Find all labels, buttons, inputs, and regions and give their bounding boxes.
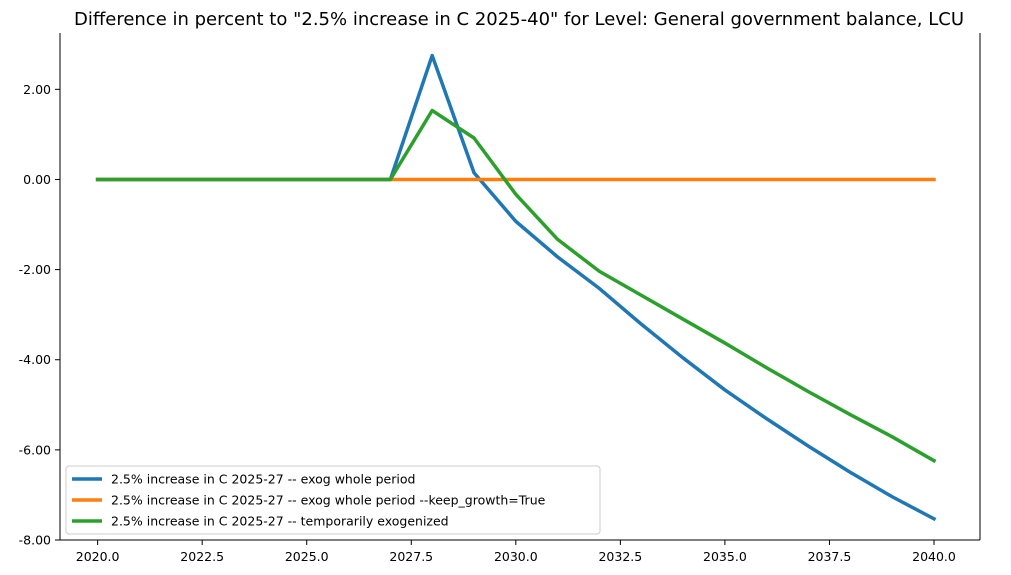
series-line-3 — [95, 108, 937, 464]
legend-item-3: 2.5% increase in C 2025-27 -- temporaril… — [72, 514, 449, 529]
y-tick-label: -8.00 — [19, 533, 51, 548]
x-tick-label: 2022.5 — [180, 549, 224, 564]
series-line-1 — [95, 53, 937, 522]
x-tick-label: 2027.5 — [389, 549, 433, 564]
x-tick-label: 2030.0 — [494, 549, 538, 564]
legend-label: 2.5% increase in C 2025-27 -- temporaril… — [111, 514, 449, 529]
axes-spines — [59, 33, 981, 541]
y-tick-label: 2.00 — [23, 82, 51, 97]
legend: 2.5% increase in C 2025-27 -- exog whole… — [65, 465, 601, 535]
chart-title: Difference in percent to "2.5% increase … — [74, 9, 964, 30]
legend-label: 2.5% increase in C 2025-27 -- exog whole… — [111, 472, 415, 487]
x-tick-label: 2040.0 — [912, 549, 956, 564]
x-axis: 2020.0 2022.5 2025.0 2027.5 2030.0 2032.5 2035… — [76, 540, 956, 564]
y-tick-label: -4.00 — [19, 352, 51, 367]
y-tick-label: -6.00 — [19, 442, 51, 457]
x-tick-label: 2032.5 — [598, 549, 642, 564]
y-tick-label: -2.00 — [19, 262, 51, 277]
legend-label: 2.5% increase in C 2025-27 -- exog whole… — [111, 493, 546, 508]
x-tick-label: 2035.0 — [703, 549, 747, 564]
x-tick-label: 2037.5 — [808, 549, 852, 564]
y-axis: 2.00 0.00 -2.00 -4.00 -6.00 -8.00 — [19, 82, 60, 548]
legend-item-2: 2.5% increase in C 2025-27 -- exog whole… — [72, 493, 546, 508]
legend-item-1: 2.5% increase in C 2025-27 -- exog whole… — [72, 472, 415, 487]
legend-frame — [65, 465, 601, 535]
series-layer — [95, 53, 937, 522]
x-tick-label: 2020.0 — [76, 549, 120, 564]
x-tick-label: 2025.0 — [285, 549, 329, 564]
y-tick-label: 0.00 — [23, 172, 51, 187]
